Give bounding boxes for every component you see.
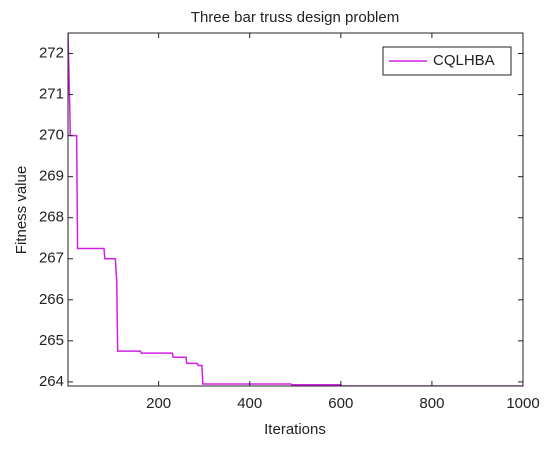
x-tick-label: 1000 (506, 395, 539, 412)
x-tick-label: 400 (237, 395, 262, 412)
axes-frame (67, 32, 524, 387)
y-tick-label: 264 (39, 373, 64, 390)
plot-area (68, 33, 523, 386)
y-tick-label: 267 (39, 250, 64, 267)
x-axis-label: Iterations (264, 421, 326, 438)
y-tick-label: 266 (39, 291, 64, 308)
chart-title: Three bar truss design problem (191, 9, 399, 26)
plot-layer (68, 33, 523, 386)
y-tick-label: 270 (39, 127, 64, 144)
x-tick-label: 200 (146, 395, 171, 412)
y-tick-label: 265 (39, 332, 64, 349)
legend-label: CQLHBA (433, 52, 495, 69)
x-tick-label: 800 (419, 395, 444, 412)
x-tick-label: 600 (328, 395, 353, 412)
y-tick-label: 269 (39, 168, 64, 185)
y-tick-label: 272 (39, 44, 64, 61)
y-axis-label: Fitness value (13, 166, 30, 254)
line-series (68, 33, 523, 386)
y-tick-label: 271 (39, 86, 64, 103)
y-tick-label: 268 (39, 209, 64, 226)
